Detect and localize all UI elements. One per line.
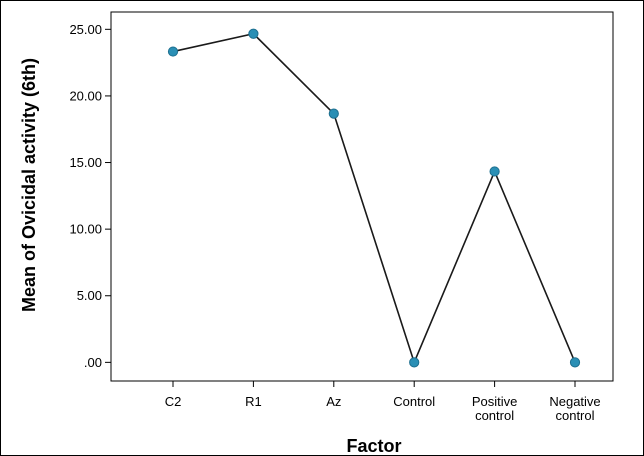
series-markers <box>167 28 581 368</box>
y-tick-label: 10.00 <box>69 222 102 237</box>
data-point <box>167 46 179 57</box>
data-point <box>328 108 339 119</box>
x-tick-label: Az <box>326 394 341 409</box>
y-tick-label: 5.00 <box>77 288 102 303</box>
x-axis-ticks: C2 R1 Az Control Positive control Negative cont… <box>165 381 601 423</box>
y-tick-label: 20.00 <box>69 88 102 103</box>
x-tick-label: R1 <box>245 394 262 409</box>
x-tick-label: C2 <box>165 394 182 409</box>
y-tick-label: .00 <box>84 355 102 370</box>
data-point <box>569 357 581 368</box>
plot-area <box>110 11 614 382</box>
data-point <box>409 357 420 368</box>
plot-border <box>110 11 614 382</box>
series-polyline <box>172 32 576 365</box>
x-tick-label: Negative control <box>549 394 600 423</box>
data-point <box>248 28 259 39</box>
series-line <box>172 32 576 365</box>
y-axis-title: Mean of Ovicidal activity (6th) <box>19 58 39 312</box>
y-tick-label: 15.00 <box>69 155 102 170</box>
y-axis-ticks: .00 5.00 10.00 15.00 20.00 25.00 <box>69 22 111 370</box>
x-tick-label: Positive control <box>472 394 518 423</box>
y-tick-label: 25.00 <box>69 22 102 37</box>
x-axis-title: Factor <box>346 436 401 455</box>
data-point <box>489 166 500 177</box>
x-tick-label: Control <box>393 394 435 409</box>
